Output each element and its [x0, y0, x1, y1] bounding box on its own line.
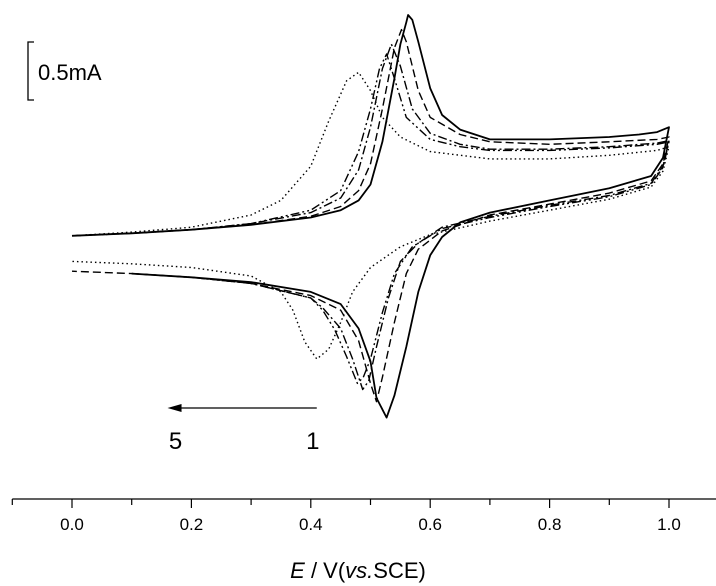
scale-bar-label: 0.5mA: [38, 60, 102, 85]
x-tick-label: 0.6: [418, 515, 442, 534]
x-axis-title: E / V(vs.SCE): [290, 558, 426, 583]
x-tick-label: 0.2: [180, 515, 204, 534]
scan-order-arrowhead: [167, 404, 182, 412]
x-tick-label: 1.0: [657, 515, 681, 534]
x-axis-title-variable: E: [290, 558, 305, 583]
cv-curve-1: [71, 14, 670, 419]
plot-area: [71, 14, 670, 419]
arrow-end-label: 5: [169, 428, 182, 455]
x-axis: 0.0 0.2 0.4 0.6 0.8 1.0: [11, 498, 716, 534]
x-axis-title-vs: vs.: [345, 558, 373, 583]
arrow-start-label: 1: [306, 428, 319, 455]
x-axis-title-reference: SCE): [373, 558, 426, 583]
x-tick-label: 0.0: [60, 515, 84, 534]
scale-bar-bracket: [27, 41, 34, 101]
x-axis-title-unit: / V(: [305, 558, 346, 583]
scale-bar: 0.5mA: [27, 41, 102, 101]
cv-curve-4: [71, 53, 670, 385]
cv-curve-5: [71, 71, 670, 360]
cv-curve-2: [71, 28, 670, 403]
x-tick-label: 0.8: [538, 515, 562, 534]
scan-order-annotation: 5 1: [167, 404, 319, 455]
x-tick-label: 0.4: [299, 515, 323, 534]
cv-curve-3: [71, 43, 670, 391]
